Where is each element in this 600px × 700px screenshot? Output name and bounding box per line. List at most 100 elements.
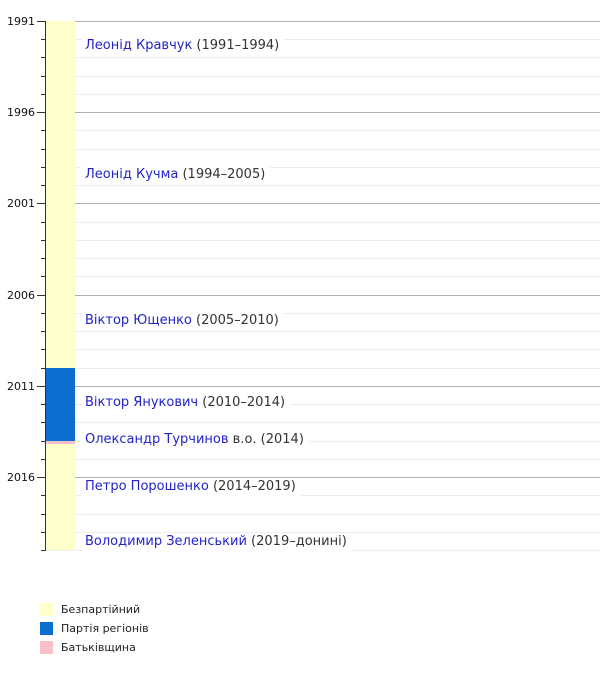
gridline-minor bbox=[45, 130, 600, 131]
axis-tick bbox=[41, 313, 45, 314]
axis-tick bbox=[37, 112, 45, 113]
gridline-minor bbox=[45, 222, 600, 223]
president-name-link[interactable]: Володимир Зеленський bbox=[85, 534, 247, 549]
gridline-minor bbox=[45, 94, 600, 95]
axis-tick bbox=[37, 386, 45, 387]
president-label: Віктор Янукович (2010–2014) bbox=[81, 394, 291, 413]
bar-segment bbox=[46, 21, 75, 368]
axis-tick bbox=[41, 349, 45, 350]
gridline-major bbox=[45, 112, 600, 113]
axis-tick bbox=[41, 57, 45, 58]
president-label: Петро Порошенко (2014–2019) bbox=[81, 478, 301, 497]
president-label: Олександр Турчинов в.о. (2014) bbox=[81, 431, 309, 450]
gridline-minor bbox=[45, 368, 600, 369]
president-term: в.о. (2014) bbox=[228, 432, 304, 447]
axis-tick-label: 2016 bbox=[7, 471, 35, 484]
axis-tick bbox=[41, 368, 45, 369]
y-axis-line bbox=[45, 21, 46, 551]
plot-area: 1991 1996 2001 2006 2011 2016 Леонід Кравчук (… bbox=[7, 15, 600, 552]
axis-tick bbox=[41, 258, 45, 259]
legend-label: Партія регіонів bbox=[61, 622, 149, 635]
president-name-link[interactable]: Віктор Ющенко bbox=[85, 313, 192, 328]
gridline-minor bbox=[45, 185, 600, 186]
axis-tick bbox=[41, 441, 45, 442]
legend-item: Безпартійний bbox=[40, 600, 149, 619]
president-label: Віктор Ющенко (2005–2010) bbox=[81, 312, 284, 331]
legend-label: Безпартійний bbox=[61, 603, 141, 616]
gridline-minor bbox=[45, 422, 600, 423]
legend-swatch-nonpartisan bbox=[40, 603, 53, 616]
gridline-minor bbox=[45, 276, 600, 277]
president-name-link[interactable]: Віктор Янукович bbox=[85, 395, 199, 410]
legend-swatch-party-of-regions bbox=[40, 622, 53, 635]
axis-tick bbox=[41, 149, 45, 150]
gridline-minor bbox=[45, 57, 600, 58]
bar-segment bbox=[46, 444, 75, 550]
gridline-minor bbox=[45, 149, 600, 150]
gridline-major bbox=[45, 477, 600, 478]
bar-segment bbox=[46, 440, 75, 445]
gridline-major bbox=[45, 295, 600, 296]
president-name-link[interactable]: Олександр Турчинов bbox=[85, 432, 229, 447]
axis-tick bbox=[37, 477, 45, 478]
axis-tick bbox=[41, 459, 45, 460]
gridline-minor bbox=[45, 404, 600, 405]
axis-tick-label: 1996 bbox=[7, 106, 35, 119]
axis-tick bbox=[41, 514, 45, 515]
axis-tick bbox=[41, 331, 45, 332]
axis-tick bbox=[37, 203, 45, 204]
legend: Безпартійний Партія регіонів Батьківщина bbox=[40, 600, 149, 657]
axis-tick bbox=[41, 185, 45, 186]
axis-tick bbox=[41, 167, 45, 168]
president-name-link[interactable]: Леонід Кравчук bbox=[85, 38, 193, 53]
president-term: (2005–2010) bbox=[191, 313, 279, 328]
president-term: (2019–донині) bbox=[246, 534, 347, 549]
gridline-minor bbox=[45, 258, 600, 259]
president-term: (1994–2005) bbox=[178, 167, 266, 182]
president-name-link[interactable]: Петро Порошенко bbox=[85, 479, 209, 494]
axis-tick bbox=[41, 422, 45, 423]
gridline-minor bbox=[45, 514, 600, 515]
gridline-minor bbox=[45, 331, 600, 332]
president-label: Леонід Кравчук (1991–1994) bbox=[81, 37, 285, 56]
legend-item: Батьківщина bbox=[40, 638, 149, 657]
gridline-minor bbox=[45, 459, 600, 460]
president-name-link[interactable]: Леонід Кучма bbox=[85, 167, 179, 182]
gridline-minor bbox=[45, 313, 600, 314]
legend-item: Партія регіонів bbox=[40, 619, 149, 638]
gridline-minor bbox=[45, 76, 600, 77]
axis-tick bbox=[41, 94, 45, 95]
axis-tick-label: 2011 bbox=[7, 380, 35, 393]
president-term: (1991–1994) bbox=[192, 38, 280, 53]
axis-tick bbox=[41, 240, 45, 241]
axis-tick-label: 1991 bbox=[7, 15, 35, 28]
president-label: Володимир Зеленський (2019–донині) bbox=[81, 533, 352, 552]
axis-tick-label: 2001 bbox=[7, 197, 35, 210]
gridline-minor bbox=[45, 240, 600, 241]
axis-tick bbox=[41, 532, 45, 533]
gridline-minor bbox=[45, 349, 600, 350]
president-term: (2010–2014) bbox=[198, 395, 286, 410]
president-term: (2014–2019) bbox=[208, 479, 296, 494]
gridline-major bbox=[45, 203, 600, 204]
axis-tick bbox=[37, 21, 45, 22]
axis-tick bbox=[41, 76, 45, 77]
gridline-major bbox=[45, 21, 600, 22]
axis-tick-label: 2006 bbox=[7, 289, 35, 302]
bar-segment bbox=[46, 367, 75, 441]
legend-swatch-batkivshchyna bbox=[40, 641, 53, 654]
legend-label: Батьківщина bbox=[61, 641, 136, 654]
gridline-minor bbox=[45, 167, 600, 168]
axis-tick bbox=[41, 550, 45, 551]
axis-tick bbox=[41, 130, 45, 131]
axis-tick bbox=[41, 276, 45, 277]
axis-tick bbox=[41, 495, 45, 496]
axis-tick bbox=[41, 222, 45, 223]
gridline-minor bbox=[45, 495, 600, 496]
gridline-minor bbox=[45, 39, 600, 40]
gridline-minor bbox=[45, 441, 600, 442]
gridline-minor bbox=[45, 532, 600, 533]
axis-tick bbox=[37, 295, 45, 296]
axis-tick bbox=[41, 404, 45, 405]
